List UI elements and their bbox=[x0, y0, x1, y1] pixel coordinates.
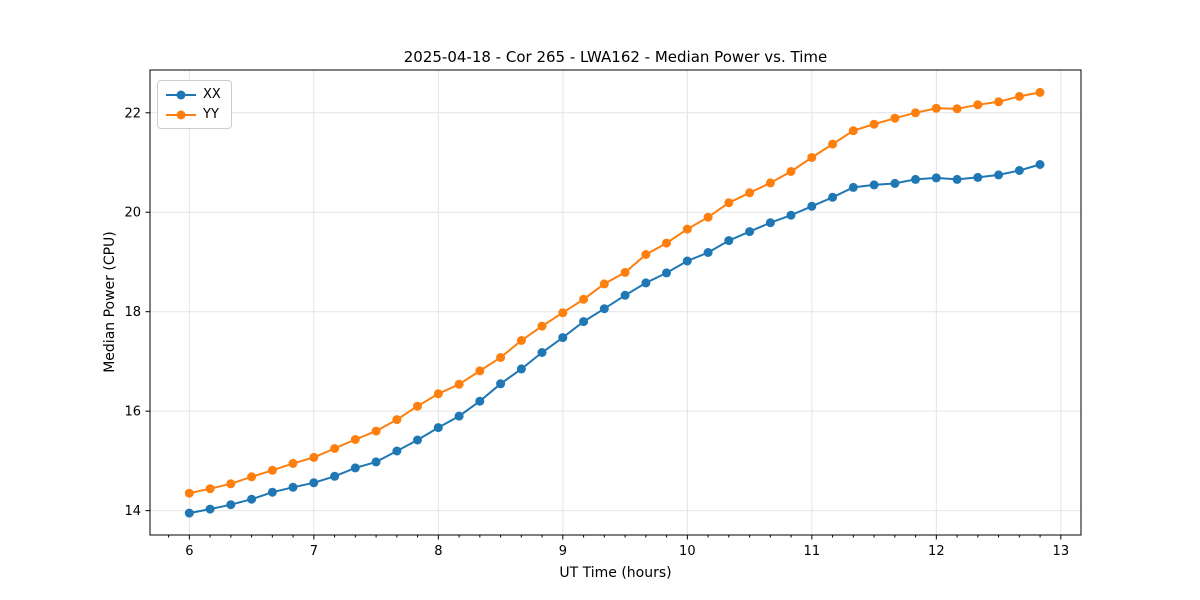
legend-item-yy: YY bbox=[166, 106, 221, 123]
chart-title: 2025-04-18 - Cor 265 - LWA162 - Median P… bbox=[403, 48, 828, 66]
svg-text:16: 16 bbox=[124, 405, 141, 420]
tick-labels: 6 7 8 9 10 11 12 13 14 16 18 20 22 bbox=[124, 106, 1069, 559]
svg-text:11: 11 bbox=[804, 544, 821, 559]
svg-text:14: 14 bbox=[124, 504, 141, 519]
x-axis-label: UT Time (hours) bbox=[559, 565, 672, 581]
legend-item-xx: XX bbox=[166, 86, 221, 103]
svg-text:12: 12 bbox=[928, 544, 945, 559]
legend: XX YY bbox=[157, 80, 232, 129]
series-xx-markers bbox=[184, 160, 1045, 518]
svg-text:7: 7 bbox=[310, 544, 318, 559]
svg-text:22: 22 bbox=[124, 106, 141, 121]
svg-text:13: 13 bbox=[1053, 544, 1070, 559]
svg-text:10: 10 bbox=[679, 544, 696, 559]
svg-text:9: 9 bbox=[559, 544, 567, 559]
series-yy-markers bbox=[184, 87, 1045, 498]
legend-label-yy: YY bbox=[203, 107, 219, 122]
legend-marker-yy-icon bbox=[166, 110, 196, 119]
svg-text:6: 6 bbox=[185, 544, 193, 559]
series-yy-line bbox=[189, 91, 1041, 495]
series-xx-line bbox=[189, 163, 1041, 515]
svg-text:8: 8 bbox=[434, 544, 442, 559]
svg-text:18: 18 bbox=[124, 305, 141, 320]
legend-marker-xx-icon bbox=[166, 90, 196, 99]
y-axis-label-text: Median Power (CPU) bbox=[102, 231, 119, 373]
plot-border bbox=[149, 69, 1082, 536]
axis-ticks bbox=[145, 112, 1062, 540]
gridlines bbox=[150, 70, 1081, 535]
svg-text:20: 20 bbox=[124, 206, 141, 221]
legend-label-xx: XX bbox=[203, 87, 221, 102]
